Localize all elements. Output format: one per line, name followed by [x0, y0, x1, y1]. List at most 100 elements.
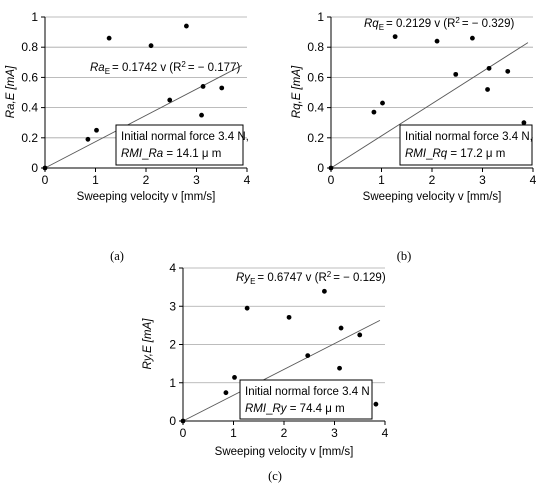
y-tick-label: 0.6 [21, 70, 38, 84]
y-tick-label: 0.8 [307, 40, 324, 54]
fit-equation: RyE = 0.6747 v (R2 = − 0.129) [236, 270, 386, 286]
y-tick-label: 0.2 [307, 131, 324, 145]
eq-r2: = − 0.177) [188, 62, 241, 74]
data-point [434, 38, 440, 44]
data-point [380, 100, 385, 106]
panel-caption: (a) [110, 249, 124, 263]
x-tick-label: 1 [378, 173, 385, 187]
fit-line [44, 65, 243, 169]
fit-equation: RaE = 0.1742 v (R2 = − 0.177) [90, 60, 240, 76]
x-tick-label: 2 [429, 173, 436, 187]
data-point [505, 68, 511, 74]
data-point [338, 325, 344, 331]
axes [327, 16, 534, 172]
gridlines [45, 16, 247, 139]
chart-panel-c: 0 1 2 3 4 0 1 2 3 4 Sweeping velocity v … [142, 261, 389, 483]
eq-var: Rq [364, 18, 379, 30]
fit-line [182, 319, 381, 422]
data-point [167, 97, 173, 103]
data-point [286, 314, 292, 320]
x-tick-label: 3 [331, 426, 338, 440]
data-point [244, 305, 250, 311]
data-point [85, 136, 91, 142]
x-tick-label: 3 [479, 173, 486, 187]
data-point [470, 35, 475, 41]
x-tick-label: 0 [42, 173, 49, 187]
panel-caption: (b) [397, 249, 412, 263]
annotation-line-1: Initial normal force 3.4 N, [405, 131, 533, 143]
data-point [232, 374, 237, 380]
x-tick-label: 0 [180, 426, 187, 440]
eq-sub: E [379, 23, 384, 32]
x-tick-label: 1 [230, 426, 237, 440]
y-tick-label: 1 [31, 10, 38, 24]
fit-line [330, 42, 529, 169]
x-axis-label: Sweeping velocity v [mm/s] [363, 191, 502, 203]
rmi-value: = 14.1 μ m [163, 148, 221, 160]
axes [179, 267, 386, 425]
annotation-line-2: RMI_Ra = 14.1 μ m [121, 148, 221, 160]
annotation-line-2: RMI_Rq = 17.2 μ m [405, 148, 505, 160]
y-tick-label: 0.4 [307, 101, 324, 115]
y-tick-label: 3 [169, 299, 176, 313]
fit-equation: RqE = 0.2129 v (R2 = − 0.329) [364, 16, 514, 32]
data-point [322, 288, 327, 294]
data-point [219, 85, 225, 91]
y-tick-label: 0.8 [21, 40, 38, 54]
data-point [453, 71, 459, 77]
eq-var: Ry [236, 272, 251, 284]
rmi-label: RMI [121, 148, 143, 160]
y-tick-label: 0.4 [21, 101, 38, 115]
data-point [371, 109, 377, 115]
gridlines [331, 16, 533, 139]
eq-body: = 0.6747 v (R [257, 272, 326, 284]
annotation-line-1: Initial normal force 3.4 N [245, 386, 370, 398]
y-tick-labels: 0 0.2 0.4 0.6 0.8 1 [307, 10, 324, 175]
gridlines [183, 267, 385, 384]
x-tick-label: 4 [382, 426, 389, 440]
eq-sub: E [250, 277, 255, 286]
eq-body: = 0.1742 v (R [112, 62, 181, 74]
x-axis-label: Sweeping velocity v [mm/s] [215, 446, 354, 458]
axes [41, 16, 248, 172]
x-tick-label: 4 [530, 173, 537, 187]
rmi-label: RMI [405, 148, 427, 160]
annotation-box [115, 124, 244, 166]
rmi-sep: _ [141, 148, 149, 160]
data-point [392, 34, 398, 40]
rmi-label: RMI [245, 403, 267, 415]
data-points [42, 23, 225, 171]
y-tick-label: 0 [317, 161, 324, 175]
x-axis-label: Sweeping velocity v [mm/s] [77, 191, 216, 203]
eq-body: = 0.2129 v (R [386, 18, 455, 30]
chart-panel-a: 0 0.2 0.4 0.6 0.8 1 0 1 2 3 4 Sweeping v… [5, 10, 251, 263]
y-tick-label: 0 [169, 414, 176, 428]
y-axis-label: Ra,E [mA] [5, 65, 17, 118]
data-point [486, 65, 492, 71]
data-point [337, 365, 342, 371]
annotation-box [399, 124, 533, 166]
x-tick-label: 2 [281, 426, 288, 440]
x-tick-labels: 0 1 2 3 4 [328, 173, 537, 187]
x-tick-label: 2 [143, 173, 150, 187]
rmi-metric: Rq [433, 148, 448, 160]
y-axis-label: Rq,E [mA] [291, 65, 303, 118]
annotation-line-1: Initial normal force 3.4 N, [121, 131, 249, 143]
eq-r2: = − 0.329) [462, 18, 515, 30]
x-tick-label: 3 [193, 173, 200, 187]
data-point [148, 43, 154, 49]
eq-r2: = − 0.129) [333, 272, 386, 284]
data-point [521, 120, 527, 126]
data-point [485, 87, 490, 92]
y-tick-label: 0.2 [21, 131, 38, 145]
x-tick-label: 1 [92, 173, 99, 187]
data-point [199, 112, 204, 118]
y-tick-label: 0 [31, 161, 38, 175]
x-tick-labels: 0 1 2 3 4 [42, 173, 251, 187]
rmi-value: = 74.4 μ m [287, 403, 345, 415]
panel-caption: (c) [268, 469, 282, 483]
y-tick-labels: 0 0.2 0.4 0.6 0.8 1 [21, 10, 38, 175]
data-point [357, 332, 363, 338]
y-tick-label: 1 [317, 10, 324, 24]
